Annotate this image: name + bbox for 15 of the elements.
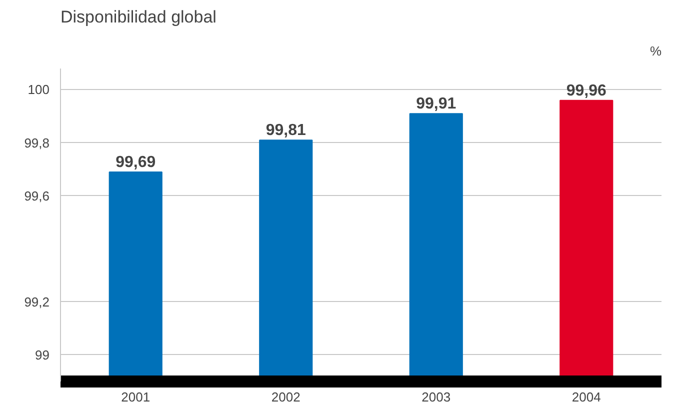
chart-title: Disponibilidad global xyxy=(60,8,216,26)
data-label: 99,69 xyxy=(116,154,156,171)
y-tick-label: 99,8 xyxy=(24,135,50,150)
text: % xyxy=(650,44,662,58)
y-tick-label: 100 xyxy=(28,82,50,98)
data-label: 99,91 xyxy=(416,96,456,113)
x-tick-label: 2002 xyxy=(271,390,300,404)
y-tick-label: 99,6 xyxy=(24,188,50,204)
y-tick-label: 99,2 xyxy=(24,294,50,310)
data-label: 99,81 xyxy=(266,122,306,140)
x-tick-label: 2003 xyxy=(422,390,451,404)
x-tick-label: 2001 xyxy=(121,390,150,404)
y-tick-label: 99 xyxy=(35,347,50,362)
data-label: 99,96 xyxy=(566,82,606,100)
x-tick-label: 2004 xyxy=(572,390,601,404)
